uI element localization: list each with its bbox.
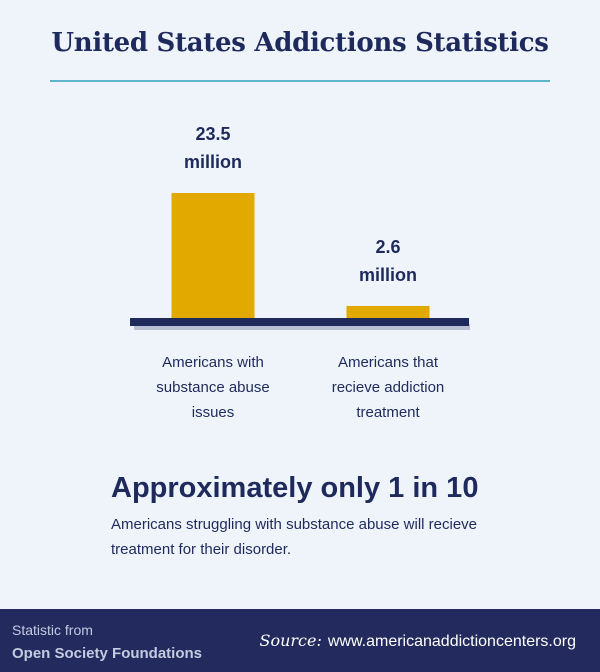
x-axis-baseline	[130, 318, 469, 326]
category-label-1: issues	[192, 404, 235, 421]
value-label-2: 2.6	[375, 237, 400, 257]
value-label-2: million	[359, 265, 417, 285]
page-title: United States Addictions Statistics	[51, 28, 549, 58]
statistic-from-label: Statistic from	[12, 622, 93, 638]
organization-name: Open Society Foundations	[12, 645, 203, 662]
axis-shadow	[134, 324, 470, 330]
category-label-1: substance abuse	[156, 379, 269, 396]
category-label-1: Americans with	[162, 354, 264, 371]
category-label-2: recieve addiction	[332, 379, 445, 396]
source-url: www.americanaddictioncenters.org	[327, 633, 576, 650]
footer: Statistic from Open Society Foundations …	[0, 609, 600, 672]
body-text: Americans struggling with substance abus…	[111, 516, 478, 558]
source-line: Source: www.americanaddictioncenters.org	[260, 631, 577, 651]
bar-2	[346, 305, 430, 320]
category-label-2: treatment	[356, 404, 420, 421]
headline: Approximately only 1 in 10	[111, 472, 479, 504]
category-label-2: Americans that	[338, 354, 439, 371]
bar-chart: 23.5 million Americans with substance abuse…	[130, 124, 470, 421]
statistic-attribution: Statistic from Open Society Foundations	[12, 619, 202, 665]
bar-1	[171, 193, 255, 320]
value-label-1: 23.5	[195, 124, 230, 144]
source-label: Source:	[259, 631, 322, 650]
title-divider	[50, 80, 550, 82]
value-label-1: million	[184, 152, 242, 172]
